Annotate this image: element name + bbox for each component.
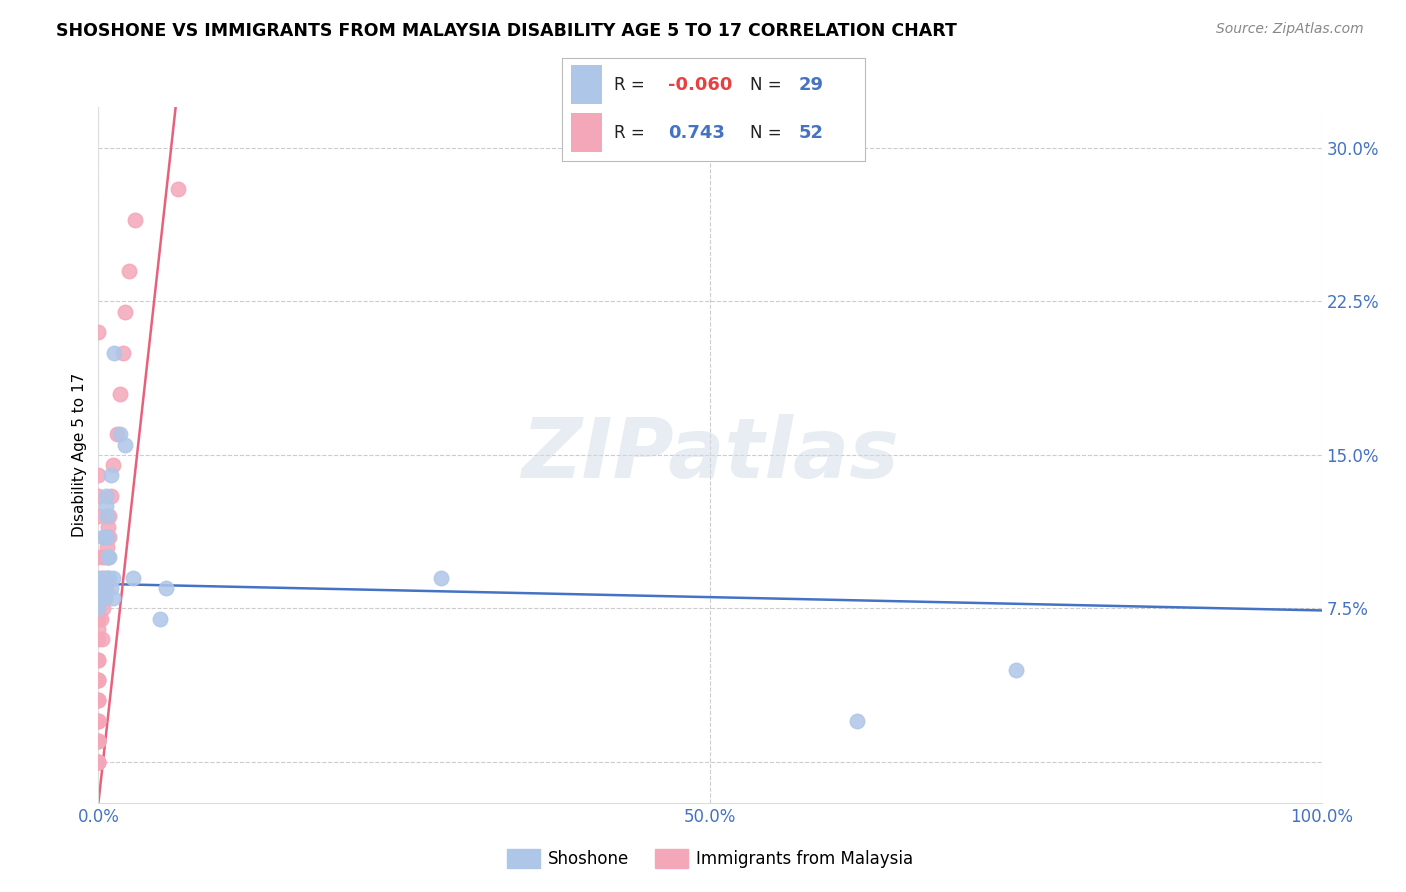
Point xyxy=(87,673,110,687)
Point xyxy=(87,591,110,606)
Point xyxy=(96,540,118,554)
Point xyxy=(93,591,115,606)
Point xyxy=(87,652,110,666)
Text: 52: 52 xyxy=(799,124,823,142)
Point xyxy=(87,734,110,748)
Point xyxy=(91,581,114,595)
Point xyxy=(96,571,118,585)
Text: R =: R = xyxy=(614,76,650,94)
Y-axis label: Disability Age 5 to 17: Disability Age 5 to 17 xyxy=(72,373,87,537)
Text: 0.743: 0.743 xyxy=(668,124,725,142)
Point xyxy=(87,755,110,769)
Point xyxy=(111,345,134,359)
Point xyxy=(149,612,172,626)
Point xyxy=(87,489,110,503)
Point xyxy=(110,386,132,401)
Point xyxy=(110,427,132,442)
Text: Source: ZipAtlas.com: Source: ZipAtlas.com xyxy=(1216,22,1364,37)
Point xyxy=(87,734,110,748)
Point xyxy=(97,571,120,585)
Point xyxy=(87,755,110,769)
Point xyxy=(87,693,110,707)
Text: ZIPatlas: ZIPatlas xyxy=(522,415,898,495)
Point xyxy=(87,509,110,524)
Point xyxy=(167,182,190,196)
Point xyxy=(87,550,110,565)
Point xyxy=(101,458,124,472)
Point xyxy=(100,468,122,483)
Text: SHOSHONE VS IMMIGRANTS FROM MALAYSIA DISABILITY AGE 5 TO 17 CORRELATION CHART: SHOSHONE VS IMMIGRANTS FROM MALAYSIA DIS… xyxy=(56,22,957,40)
Text: R =: R = xyxy=(614,124,650,142)
Point xyxy=(87,714,110,728)
Point xyxy=(91,530,114,544)
Point xyxy=(121,571,143,585)
Point xyxy=(124,212,146,227)
Point xyxy=(87,693,110,707)
Point xyxy=(87,755,110,769)
Point xyxy=(87,714,110,728)
Text: N =: N = xyxy=(749,76,787,94)
Point xyxy=(94,581,117,595)
Point xyxy=(100,581,122,595)
Text: -0.060: -0.060 xyxy=(668,76,733,94)
Point xyxy=(87,581,110,595)
Point xyxy=(91,601,114,615)
Point xyxy=(87,734,110,748)
Point xyxy=(87,755,110,769)
Point xyxy=(155,581,177,595)
Point xyxy=(96,530,118,544)
Point xyxy=(87,714,110,728)
Point xyxy=(91,571,114,585)
Point xyxy=(87,652,110,666)
Point xyxy=(98,550,121,565)
Point xyxy=(101,571,124,585)
Point xyxy=(114,304,136,318)
Point xyxy=(101,591,124,606)
Point xyxy=(94,489,117,503)
Point xyxy=(93,591,115,606)
Point xyxy=(97,550,120,565)
Point xyxy=(97,550,120,565)
Point xyxy=(94,550,117,565)
Point xyxy=(93,530,115,544)
Point xyxy=(94,499,117,513)
Text: 29: 29 xyxy=(799,76,823,94)
Point xyxy=(91,632,114,646)
Point xyxy=(114,438,136,452)
Point xyxy=(87,622,110,636)
Point xyxy=(103,345,125,359)
Point xyxy=(90,612,112,626)
Point xyxy=(87,591,110,606)
Point xyxy=(1004,663,1026,677)
Point xyxy=(430,571,453,585)
Point xyxy=(100,489,122,503)
Point xyxy=(118,264,141,278)
Point xyxy=(87,601,110,615)
Point xyxy=(93,571,115,585)
Point xyxy=(91,550,114,565)
Point xyxy=(98,530,121,544)
Point xyxy=(845,714,868,728)
Bar xyxy=(571,113,602,153)
Point xyxy=(87,612,110,626)
Point xyxy=(87,673,110,687)
Legend: Shoshone, Immigrants from Malaysia: Shoshone, Immigrants from Malaysia xyxy=(501,842,920,874)
Point xyxy=(98,571,121,585)
Point xyxy=(97,519,120,533)
Text: N =: N = xyxy=(749,124,787,142)
Point xyxy=(87,325,110,339)
Point xyxy=(87,468,110,483)
Point xyxy=(87,571,110,585)
Point xyxy=(87,632,110,646)
Point xyxy=(91,571,114,585)
Point xyxy=(87,673,110,687)
Point xyxy=(98,509,121,524)
Point xyxy=(96,509,118,524)
Bar xyxy=(571,65,602,104)
Point xyxy=(87,693,110,707)
Point xyxy=(105,427,128,442)
